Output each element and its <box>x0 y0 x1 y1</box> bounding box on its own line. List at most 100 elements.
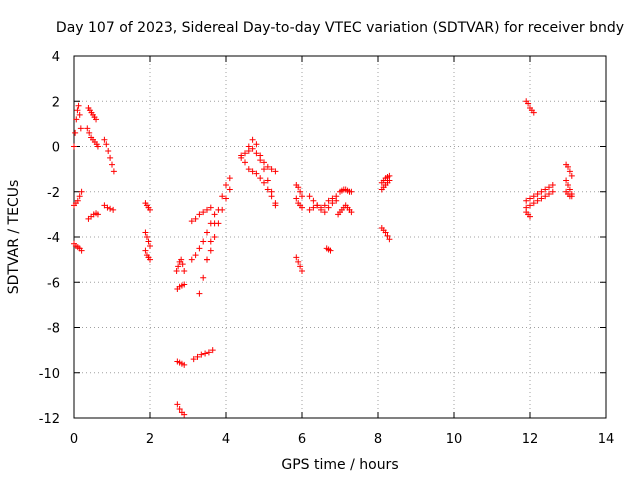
series-arc-41 <box>563 188 575 200</box>
series-arc-08 <box>101 202 117 213</box>
data-point <box>527 195 533 202</box>
x-tick-label: 10 <box>446 432 463 447</box>
data-point <box>310 197 317 204</box>
data-point <box>86 129 93 136</box>
data-point <box>525 100 532 107</box>
data-point <box>318 206 324 213</box>
data-point <box>542 186 549 193</box>
data-point <box>188 218 195 225</box>
data-point <box>204 206 210 213</box>
series-arc-37 <box>523 188 556 211</box>
data-point <box>219 193 226 200</box>
data-point <box>293 195 300 202</box>
data-point <box>188 256 195 263</box>
data-point <box>103 141 110 148</box>
series-arc-30 <box>337 186 355 195</box>
data-point <box>105 148 112 155</box>
data-point <box>109 161 115 168</box>
data-point <box>245 148 252 155</box>
data-point <box>534 197 541 204</box>
data-point <box>205 349 212 356</box>
data-point <box>94 211 101 218</box>
data-point <box>194 353 201 360</box>
data-point <box>306 193 313 200</box>
y-tick-label: -12 <box>39 412 60 427</box>
data-point <box>226 186 233 193</box>
data-point <box>238 152 245 159</box>
data-point <box>257 175 264 182</box>
data-point <box>530 200 537 207</box>
data-point <box>223 195 229 202</box>
series-arc-14 <box>174 358 188 368</box>
data-point <box>242 150 248 157</box>
series-arc-34 <box>378 224 393 243</box>
data-point <box>299 267 305 274</box>
series-arc-29 <box>323 245 334 254</box>
data-point <box>348 188 355 195</box>
data-point <box>530 193 537 200</box>
data-point <box>386 177 393 184</box>
data-point <box>104 204 111 211</box>
data-point <box>178 256 185 263</box>
data-point <box>181 281 188 288</box>
series-arc-38 <box>523 209 533 220</box>
data-point <box>253 170 260 177</box>
data-point <box>93 116 100 123</box>
x-tick-label: 2 <box>146 432 154 447</box>
data-point <box>174 401 181 408</box>
data-point <box>200 274 207 281</box>
x-tick-label: 12 <box>522 432 539 447</box>
data-point <box>76 193 83 200</box>
data-point <box>253 141 260 148</box>
data-point <box>207 238 214 245</box>
data-point <box>549 181 556 188</box>
data-point <box>173 267 180 274</box>
series-arc-12 <box>173 256 188 274</box>
data-point <box>198 351 205 358</box>
data-point <box>192 252 199 259</box>
data-point <box>219 206 226 213</box>
data-point <box>209 347 216 354</box>
data-point <box>314 202 321 209</box>
series-arc-13 <box>174 281 188 293</box>
series-arc-31 <box>335 202 355 218</box>
y-tick-label: -4 <box>47 231 60 246</box>
grid-layer <box>74 56 606 418</box>
data-point <box>295 184 302 191</box>
data-point <box>299 193 305 200</box>
data-point <box>207 247 214 254</box>
series-arc-21 <box>238 136 279 175</box>
x-tick-label: 4 <box>222 432 230 447</box>
series-arc-25 <box>293 195 305 211</box>
data-point <box>211 234 218 240</box>
series-arc-06 <box>85 210 101 222</box>
y-tick-label: 0 <box>52 141 60 156</box>
data-point <box>242 159 248 166</box>
data-point <box>566 168 573 175</box>
series-arc-36 <box>523 181 556 204</box>
y-tick-label: -6 <box>47 276 60 291</box>
series-arc-24 <box>293 181 305 200</box>
series-arc-28 <box>306 197 340 216</box>
data-point <box>196 211 203 218</box>
series-arc-23 <box>245 145 279 207</box>
data-point <box>77 125 84 132</box>
data-point <box>190 356 197 363</box>
data-point <box>299 204 305 211</box>
data-point <box>549 188 556 195</box>
data-point <box>297 188 304 195</box>
data-point <box>175 263 182 270</box>
data-point <box>181 411 188 418</box>
data-point <box>333 197 340 204</box>
series-arc-32 <box>378 172 393 186</box>
data-point <box>143 234 150 240</box>
data-point <box>110 168 117 175</box>
series-arc-07 <box>101 136 117 175</box>
data-point <box>75 102 82 109</box>
series-arc-26 <box>293 254 305 274</box>
data-point <box>546 184 552 191</box>
data-point <box>226 175 233 182</box>
data-point <box>181 267 188 274</box>
data-point <box>110 206 117 213</box>
